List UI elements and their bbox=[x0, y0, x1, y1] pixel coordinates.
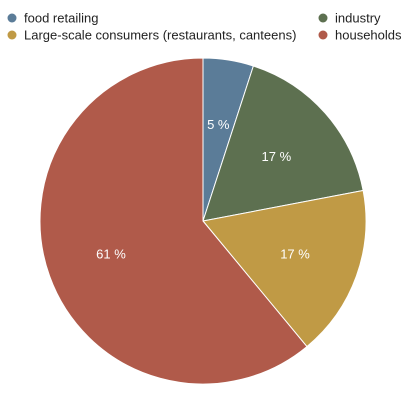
legend: food retailing Large-scale consumers (re… bbox=[7, 11, 402, 43]
pie-slices bbox=[39, 57, 367, 385]
pie-slice-label-food-retailing: 5 % bbox=[207, 117, 230, 132]
legend-label-households: households bbox=[335, 28, 402, 43]
pie-slice-industry bbox=[202, 65, 364, 222]
pie-slice-label-large-scale-consumers-restaurants-canteens: 17 % bbox=[280, 247, 310, 262]
legend-swatch-households bbox=[318, 30, 328, 40]
legend-swatch-food-retailing bbox=[7, 13, 17, 23]
pie-slice-households bbox=[39, 57, 308, 385]
pie-slice-large-scale-consumers-restaurants-canteens bbox=[202, 189, 367, 348]
legend-label-large-scale-consumers: Large-scale consumers (restaurants, cant… bbox=[24, 28, 296, 43]
legend-label-industry: industry bbox=[335, 11, 381, 26]
pie-slice-label-households: 61 % bbox=[96, 247, 126, 262]
legend-swatch-large-scale-consumers bbox=[7, 30, 17, 40]
legend-swatch-industry bbox=[318, 13, 328, 23]
pie-slice-label-industry: 17 % bbox=[262, 149, 292, 164]
legend-item-large-scale-consumers: Large-scale consumers (restaurants, cant… bbox=[7, 28, 296, 43]
pie-slice-labels: 5 % 17 % 17 % 61 % bbox=[96, 117, 310, 262]
legend-item-industry: industry bbox=[318, 11, 381, 26]
legend-item-households: households bbox=[318, 28, 402, 43]
legend-label-food-retailing: food retailing bbox=[24, 11, 98, 26]
legend-item-food-retailing: food retailing bbox=[7, 11, 98, 26]
